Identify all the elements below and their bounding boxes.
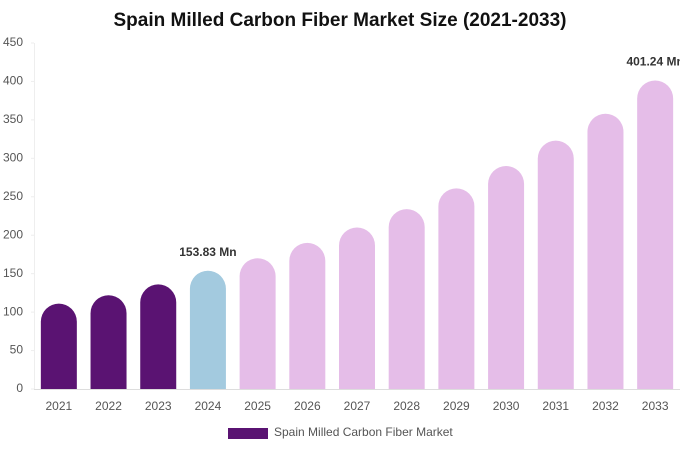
x-tick-label: 2028 [393,399,420,413]
y-tick-label: 300 [3,151,23,165]
y-tick-label: 400 [3,74,23,88]
x-tick-label: 2027 [344,399,371,413]
legend-swatch [228,428,268,439]
bar [339,227,375,389]
bar [488,166,525,389]
bar [189,270,226,389]
legend-label: Spain Milled Carbon Fiber Market [274,425,453,439]
bar [239,258,276,389]
y-tick-label: 200 [3,227,23,241]
bar [637,80,674,389]
bar [587,113,624,389]
chart-title: Spain Milled Carbon Fiber Market Size (2… [114,10,567,31]
x-tick-label: 2029 [443,399,470,413]
x-tick-label: 2025 [244,399,271,413]
x-tick-label: 2030 [493,399,520,413]
x-tick-label: 2023 [145,399,172,413]
y-tick-label: 50 [10,343,24,357]
y-tick-label: 450 [3,35,23,49]
y-tick-label: 0 [16,381,23,395]
bar [140,284,177,389]
value-label: 401.24 Mn [626,55,680,69]
x-tick-label: 2031 [542,399,569,413]
bar [388,209,425,389]
x-tick-label: 2021 [45,399,72,413]
x-tick-label: 2033 [642,399,669,413]
y-tick-label: 250 [3,189,23,203]
x-tick-label: 2024 [195,399,222,413]
y-tick-label: 100 [3,304,23,318]
x-tick-label: 2032 [592,399,619,413]
y-tick-label: 350 [3,112,23,126]
bar [90,295,127,389]
x-tick-label: 2026 [294,399,321,413]
bar [40,303,77,389]
y-tick-label: 150 [3,266,23,280]
value-label: 153.83 Mn [179,245,236,259]
x-tick-label: 2022 [95,399,122,413]
bar [537,140,574,389]
bar [438,188,475,389]
bar [289,242,326,389]
